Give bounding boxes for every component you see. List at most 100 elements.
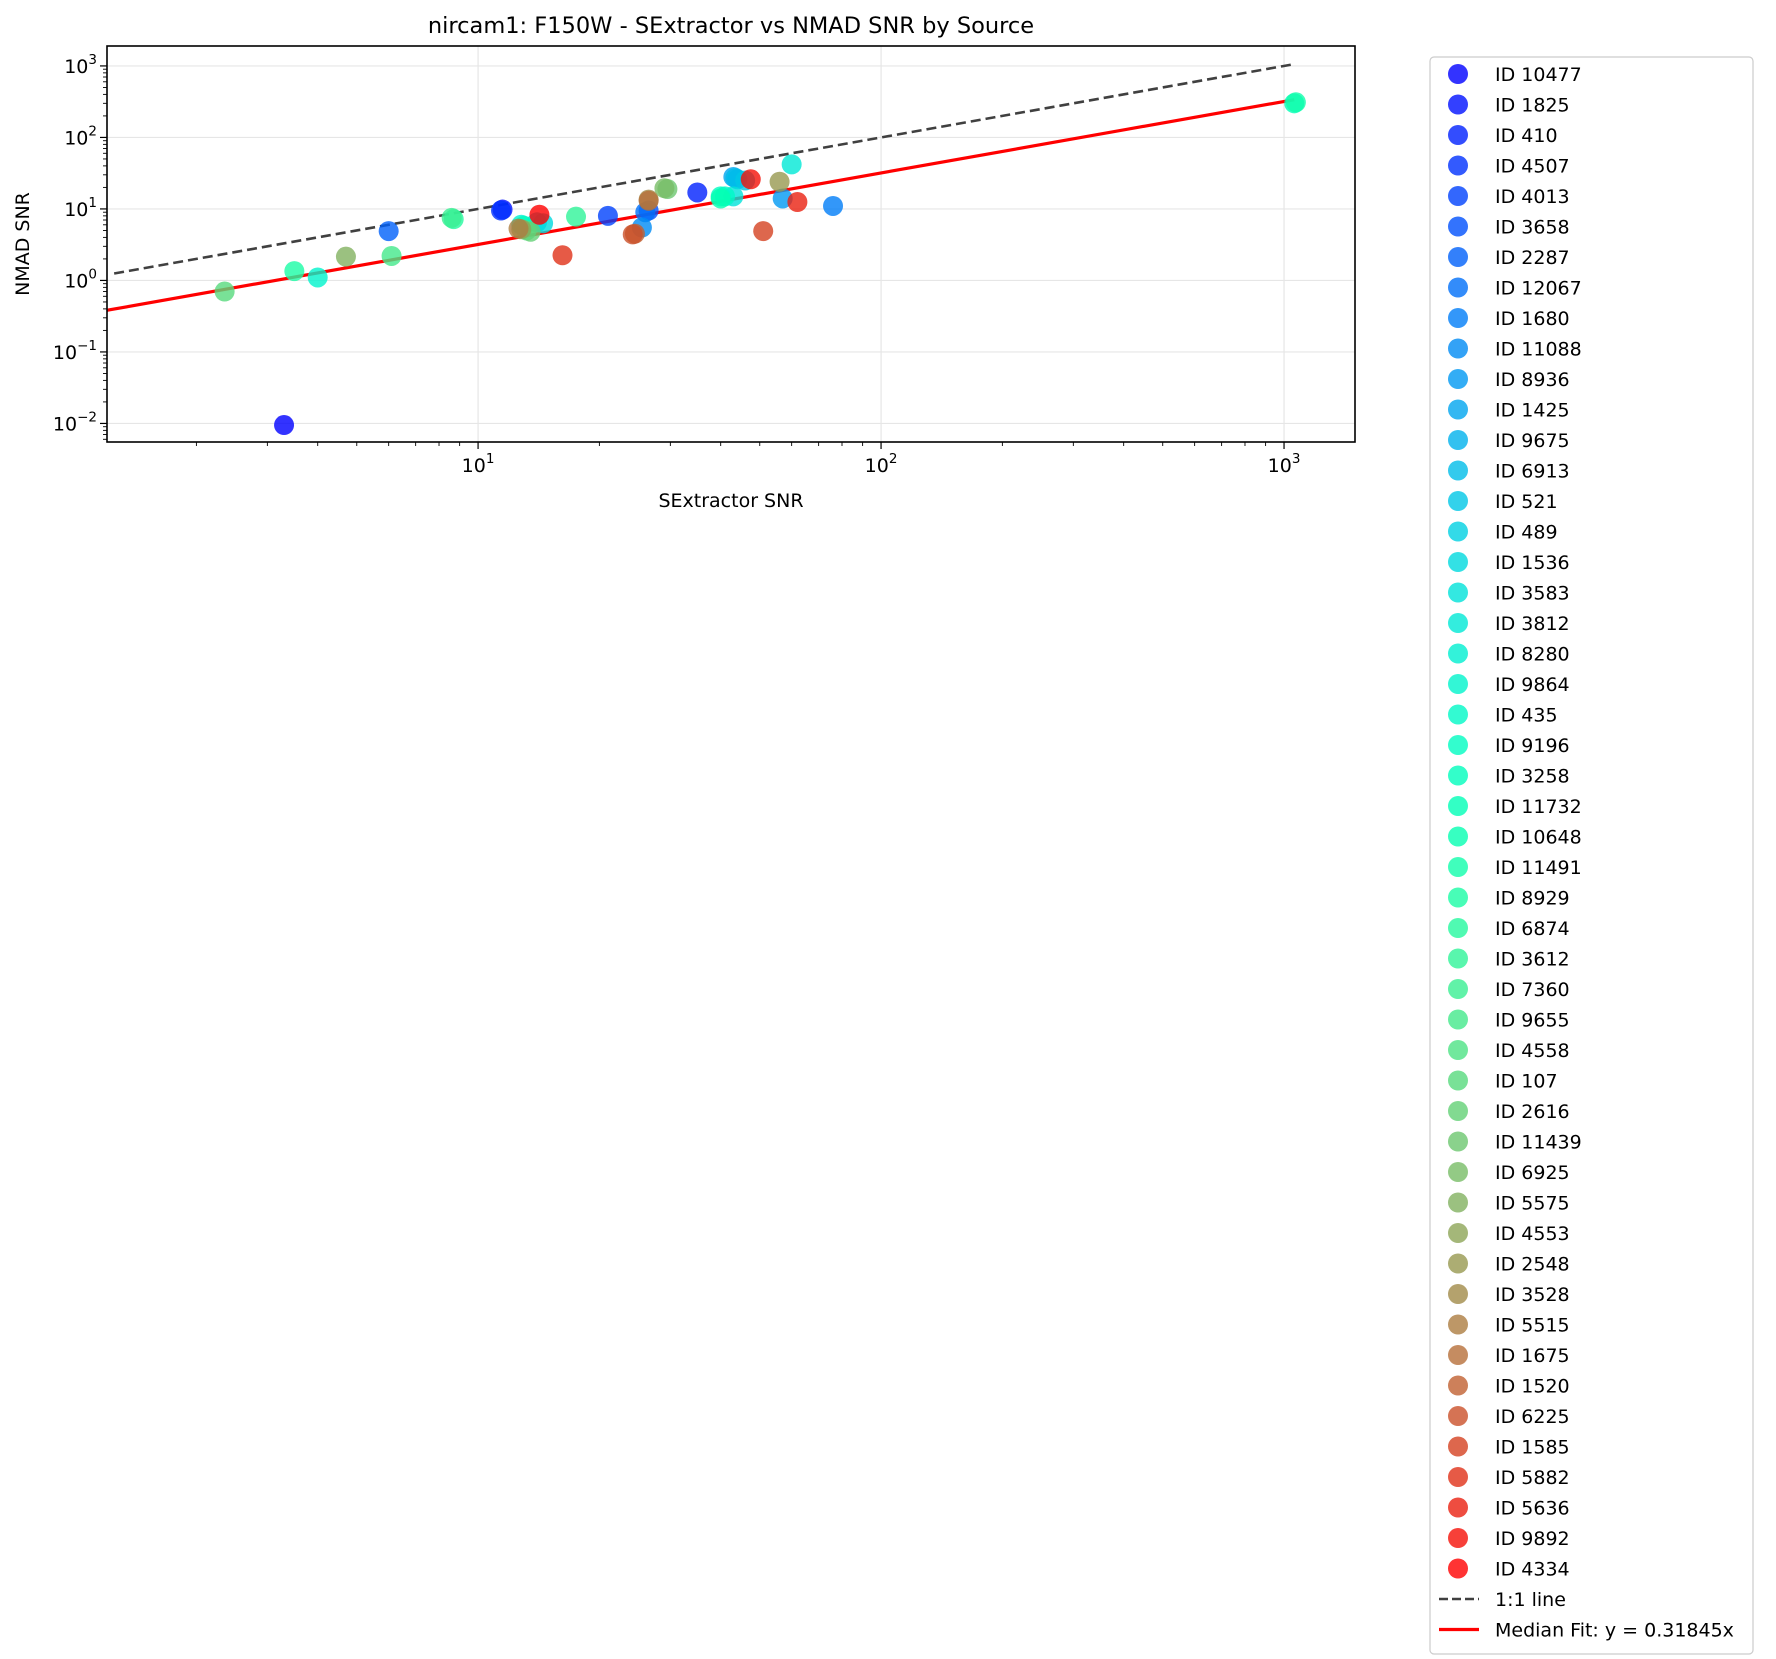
- data-point: [441, 207, 462, 228]
- legend-label: ID 2616: [1495, 1101, 1570, 1123]
- legend-item: ID 4553: [1448, 1223, 1570, 1245]
- legend-label: ID 9864: [1495, 674, 1570, 696]
- legend-item: ID 11732: [1448, 796, 1582, 818]
- legend-item: ID 3612: [1448, 948, 1570, 971]
- legend-label: ID 6913: [1495, 461, 1570, 483]
- legend-item: ID 3583: [1448, 582, 1570, 605]
- data-point: [597, 205, 618, 226]
- legend-item: ID 489: [1448, 521, 1558, 544]
- legend-marker: [1448, 460, 1468, 481]
- legend-label: ID 489: [1495, 522, 1558, 544]
- data-point: [566, 206, 587, 227]
- legend-label: ID 10477: [1495, 64, 1582, 86]
- legend-label: ID 1825: [1495, 95, 1570, 117]
- legend-marker: [1448, 247, 1468, 267]
- legend-item: ID 9892: [1448, 1528, 1570, 1550]
- legend-marker: [1448, 1558, 1468, 1579]
- legend-label: ID 10648: [1495, 827, 1582, 849]
- legend-label: ID 4558: [1495, 1040, 1570, 1062]
- data-point: [787, 192, 808, 213]
- legend-item: ID 3528: [1448, 1284, 1570, 1306]
- data-point: [529, 204, 550, 225]
- legend-marker: [1448, 1070, 1468, 1091]
- legend-label: ID 2548: [1495, 1254, 1570, 1276]
- legend-item: ID 4558: [1448, 1040, 1570, 1062]
- legend-marker: [1448, 918, 1468, 938]
- legend-item: ID 1425: [1448, 399, 1570, 422]
- legend-item: ID 435: [1448, 704, 1558, 727]
- x-tick-label: 101: [462, 451, 495, 477]
- data-point: [274, 415, 295, 436]
- legend-item: ID 4334: [1448, 1558, 1570, 1581]
- legend-item: ID 11491: [1448, 857, 1582, 879]
- legend-marker: [1448, 1406, 1468, 1426]
- legend-marker: [1448, 552, 1468, 572]
- data-point: [769, 171, 790, 192]
- legend-item: ID 7360: [1448, 979, 1570, 1001]
- legend-marker: [1448, 857, 1468, 877]
- legend-marker: [1448, 948, 1468, 969]
- legend-marker: [1448, 94, 1468, 115]
- data-point: [687, 182, 708, 203]
- legend-marker: [1448, 979, 1468, 999]
- data-point: [823, 195, 844, 216]
- y-tick-label: 103: [64, 52, 97, 78]
- data-point: [622, 224, 643, 245]
- data-points: [214, 92, 1306, 436]
- legend-label: ID 5636: [1495, 1498, 1570, 1520]
- legend-item: ID 1825: [1448, 94, 1570, 117]
- legend-label: ID 410: [1495, 125, 1558, 147]
- legend-item: ID 5636: [1448, 1497, 1570, 1520]
- legend-label: ID 2287: [1495, 247, 1570, 269]
- legend-item: ID 3258: [1448, 765, 1570, 788]
- legend-label: ID 3612: [1495, 949, 1570, 971]
- legend-item: ID 4507: [1448, 155, 1570, 178]
- legend-item: ID 1675: [1448, 1345, 1570, 1367]
- legend-marker: [1448, 521, 1468, 542]
- legend-marker: [1448, 338, 1468, 359]
- legend-marker: [1448, 1436, 1468, 1457]
- legend-label: ID 11491: [1495, 857, 1582, 879]
- legend-marker: [1448, 369, 1468, 389]
- legend-label: Median Fit: y = 0.31845x: [1495, 1620, 1734, 1642]
- legend-frame: [1429, 56, 1754, 1655]
- legend-label: ID 1680: [1495, 308, 1570, 330]
- legend-item: ID 11439: [1448, 1131, 1582, 1154]
- legend-label: ID 9196: [1495, 735, 1570, 757]
- legend-label: ID 8280: [1495, 644, 1570, 666]
- legend-label: ID 1536: [1495, 552, 1570, 574]
- legend-label: ID 3528: [1495, 1284, 1570, 1306]
- legend-label: ID 4013: [1495, 186, 1570, 208]
- legend-label: ID 1585: [1495, 1437, 1570, 1459]
- legend-label: ID 4334: [1495, 1559, 1570, 1581]
- legend-label: ID 107: [1495, 1071, 1558, 1093]
- y-tick-label: 10−1: [53, 338, 97, 364]
- legend-marker: [1448, 796, 1468, 816]
- legend-marker: [1448, 704, 1468, 725]
- legend-marker: [1448, 887, 1468, 908]
- legend-label: ID 6225: [1495, 1406, 1570, 1428]
- data-point: [1285, 92, 1306, 113]
- legend-label: ID 9675: [1495, 430, 1570, 452]
- legend-marker: [1448, 1101, 1468, 1121]
- legend-item: ID 10648: [1448, 826, 1582, 849]
- legend-item: ID 6225: [1448, 1406, 1570, 1428]
- legend-marker: [1448, 1009, 1468, 1030]
- median-fit-line: [107, 98, 1295, 312]
- y-tick-label: 102: [64, 123, 97, 149]
- legend-label: ID 11439: [1495, 1132, 1582, 1154]
- legend-label: 1:1 line: [1495, 1589, 1566, 1611]
- data-point: [307, 267, 328, 288]
- legend-marker: [1448, 155, 1468, 176]
- legend-item: ID 521: [1448, 491, 1558, 513]
- legend-marker: [1448, 186, 1468, 206]
- x-tick-label: 102: [865, 451, 898, 477]
- legend-marker: [1448, 491, 1468, 511]
- legend-marker: [1448, 64, 1468, 84]
- legend-marker: [1448, 613, 1468, 633]
- grid: [107, 46, 1355, 442]
- legend-marker: [1448, 125, 1468, 145]
- legend-item: ID 1536: [1448, 552, 1570, 574]
- legend-label: ID 3583: [1495, 583, 1570, 605]
- legend-item: ID 6925: [1448, 1162, 1570, 1184]
